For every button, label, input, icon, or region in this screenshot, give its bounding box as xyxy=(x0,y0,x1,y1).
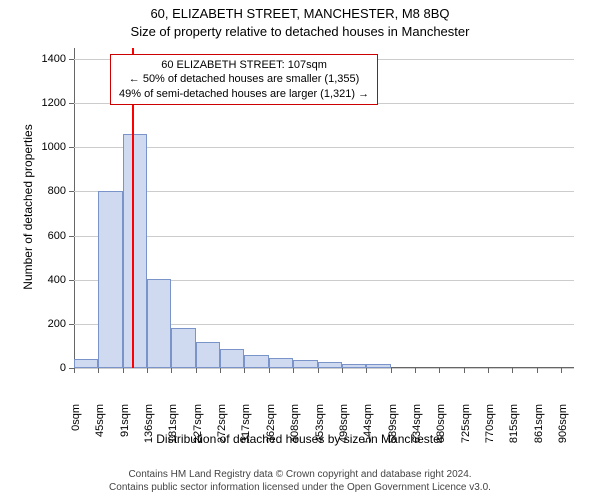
xtick-mark xyxy=(123,368,124,373)
ytick-label: 200 xyxy=(34,318,66,330)
xtick-mark xyxy=(391,368,392,373)
xtick-label: 634sqm xyxy=(411,404,423,454)
xtick-mark xyxy=(293,368,294,373)
ytick-label: 800 xyxy=(34,185,66,197)
xtick-label: 498sqm xyxy=(338,404,350,454)
xtick-mark xyxy=(171,368,172,373)
xtick-label: 815sqm xyxy=(508,404,520,454)
ytick-label: 1200 xyxy=(34,97,66,109)
footer-line-2: Contains public sector information licen… xyxy=(0,482,600,495)
xtick-mark xyxy=(366,368,367,373)
xtick-label: 362sqm xyxy=(265,404,277,454)
chart-page: 60, ELIZABETH STREET, MANCHESTER, M8 8BQ… xyxy=(0,0,600,500)
ytick-label: 600 xyxy=(34,230,66,242)
ytick-label: 0 xyxy=(34,362,66,374)
xtick-label: 136sqm xyxy=(143,404,155,454)
histogram-bar xyxy=(123,134,147,368)
ytick-label: 400 xyxy=(34,274,66,286)
xtick-label: 861sqm xyxy=(533,404,545,454)
histogram-bar xyxy=(269,358,293,368)
ytick-mark xyxy=(69,59,74,60)
y-axis-label: Number of detached properties xyxy=(21,107,35,307)
xtick-mark xyxy=(196,368,197,373)
grid-line xyxy=(74,191,574,192)
xtick-label: 45sqm xyxy=(94,404,106,454)
grid-line xyxy=(74,368,574,369)
ytick-mark xyxy=(69,103,74,104)
annotation-line-2: ← 50% of detached houses are smaller (1,… xyxy=(119,72,369,86)
xtick-label: 680sqm xyxy=(435,404,447,454)
histogram-bar xyxy=(196,342,220,368)
xtick-mark xyxy=(561,368,562,373)
histogram-bar xyxy=(98,191,122,368)
histogram-bar xyxy=(171,328,195,368)
xtick-mark xyxy=(439,368,440,373)
xtick-label: 227sqm xyxy=(192,404,204,454)
xtick-mark xyxy=(342,368,343,373)
xtick-label: 544sqm xyxy=(362,404,374,454)
annotation-line-3: 49% of semi-detached houses are larger (… xyxy=(119,87,369,101)
xtick-label: 906sqm xyxy=(557,404,569,454)
xtick-mark xyxy=(98,368,99,373)
ytick-mark xyxy=(69,280,74,281)
ytick-mark xyxy=(69,324,74,325)
xtick-label: 181sqm xyxy=(167,404,179,454)
xtick-label: 589sqm xyxy=(387,404,399,454)
histogram-bar xyxy=(342,364,366,368)
xtick-mark xyxy=(220,368,221,373)
histogram-bar xyxy=(244,355,268,368)
ytick-label: 1000 xyxy=(34,141,66,153)
xtick-label: 725sqm xyxy=(460,404,472,454)
grid-line xyxy=(74,236,574,237)
xtick-label: 272sqm xyxy=(216,404,228,454)
xtick-label: 453sqm xyxy=(314,404,326,454)
xtick-mark xyxy=(244,368,245,373)
histogram-bar xyxy=(220,349,244,368)
histogram-bar xyxy=(318,362,342,368)
xtick-label: 91sqm xyxy=(119,404,131,454)
histogram-bar xyxy=(366,364,390,368)
ytick-mark xyxy=(69,236,74,237)
xtick-label: 408sqm xyxy=(289,404,301,454)
xtick-mark xyxy=(269,368,270,373)
y-axis-line xyxy=(74,48,75,368)
footer-line-1: Contains HM Land Registry data © Crown c… xyxy=(0,469,600,482)
page-title-line2: Size of property relative to detached ho… xyxy=(0,24,600,39)
histogram-bar xyxy=(74,359,98,368)
xtick-label: 0sqm xyxy=(70,404,82,454)
footer-attribution: Contains HM Land Registry data © Crown c… xyxy=(0,469,600,494)
ytick-mark xyxy=(69,191,74,192)
xtick-label: 317sqm xyxy=(240,404,252,454)
xtick-mark xyxy=(415,368,416,373)
annotation-box: 60 ELIZABETH STREET: 107sqm ← 50% of det… xyxy=(110,54,378,105)
xtick-mark xyxy=(537,368,538,373)
histogram-bar xyxy=(147,279,171,368)
annotation-line-1: 60 ELIZABETH STREET: 107sqm xyxy=(119,58,369,72)
xtick-label: 770sqm xyxy=(484,404,496,454)
ytick-mark xyxy=(69,147,74,148)
xtick-mark xyxy=(512,368,513,373)
xtick-mark xyxy=(488,368,489,373)
page-title-line1: 60, ELIZABETH STREET, MANCHESTER, M8 8BQ xyxy=(0,6,600,21)
ytick-label: 1400 xyxy=(34,53,66,65)
xtick-mark xyxy=(147,368,148,373)
xtick-mark xyxy=(74,368,75,373)
grid-line xyxy=(74,147,574,148)
xtick-mark xyxy=(318,368,319,373)
histogram-bar xyxy=(293,360,317,368)
xtick-mark xyxy=(464,368,465,373)
